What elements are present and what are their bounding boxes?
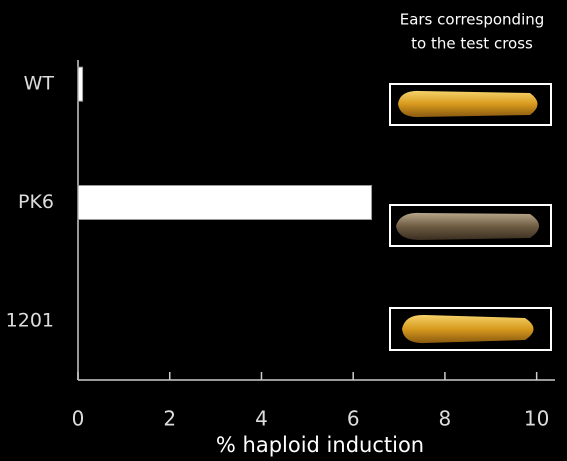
x-tick-label: 0 [72, 407, 85, 431]
y-tick-label: PK6 [18, 191, 54, 213]
annotation: to the test cross [411, 35, 533, 53]
bar [78, 67, 83, 101]
annotation: Ears corresponding [400, 11, 545, 29]
ear-image [390, 84, 551, 125]
ear-image [390, 308, 551, 350]
x-tick-label: 8 [439, 407, 452, 431]
chart: Ears corresponding to the test cross % h… [0, 0, 567, 461]
bar [78, 186, 372, 220]
x-tick-label: 6 [347, 407, 360, 431]
x-axis-title: % haploid induction [216, 433, 424, 457]
ear-image [390, 205, 551, 246]
y-tick-label: 1201 [6, 309, 54, 331]
y-tick-label: WT [24, 73, 55, 95]
x-tick-label: 10 [524, 407, 549, 431]
x-tick-label: 2 [163, 407, 176, 431]
x-tick-label: 4 [255, 407, 268, 431]
